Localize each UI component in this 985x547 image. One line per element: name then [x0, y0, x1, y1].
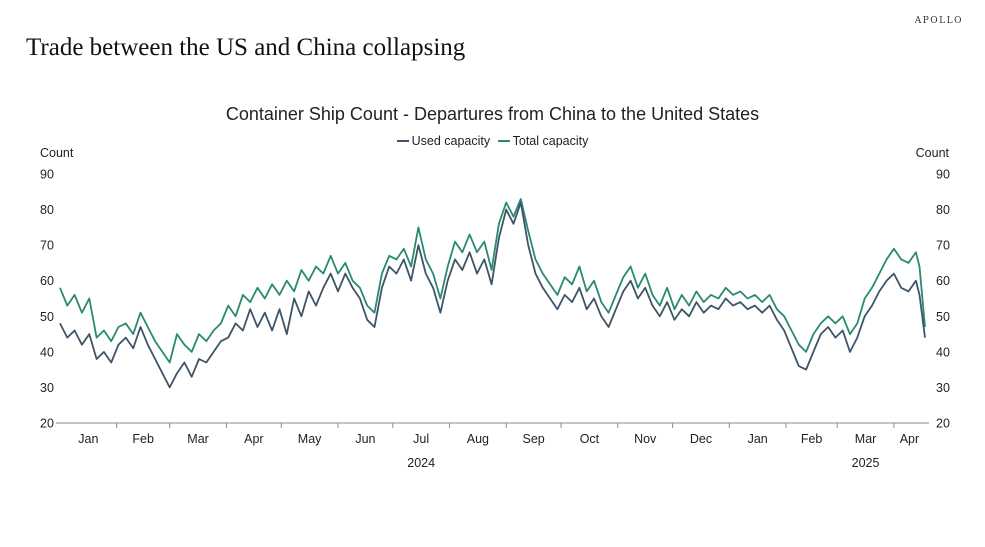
y-tick-label-right: 80: [936, 203, 950, 217]
x-tick-label-month: May: [298, 432, 322, 446]
y-tick-label-right: 30: [936, 381, 950, 395]
legend: Used capacity Total capacity: [0, 131, 985, 148]
chart-title: Container Ship Count - Departures from C…: [225, 104, 760, 124]
x-tick-label-month: Aug: [467, 432, 489, 446]
legend-label-total: Total capacity: [512, 134, 589, 148]
x-tick-label-month: Nov: [634, 432, 657, 446]
x-tick-label-year: 2024: [407, 456, 435, 470]
x-tick-label-year: 2025: [852, 456, 880, 470]
y-tick-label-right: 90: [936, 168, 950, 182]
y-axis-unit-left: Count: [40, 146, 74, 160]
x-tick-label-month: Jan: [78, 432, 98, 446]
brand-logo: APOLLO: [914, 16, 963, 26]
x-tick-label-month: Mar: [855, 432, 877, 446]
y-tick-label-left: 60: [40, 274, 54, 288]
x-tick-label-month: Feb: [132, 432, 154, 446]
legend-swatch-used: [396, 140, 409, 142]
y-tick-label-left: 70: [40, 239, 54, 253]
legend-item-used: Used capacity: [396, 134, 491, 148]
headline: Trade between the US and China collapsin…: [26, 34, 466, 61]
y-tick-label-right: 50: [936, 310, 950, 324]
x-tick-label-month: Apr: [900, 432, 919, 446]
y-tick-label-left: 40: [40, 345, 54, 359]
legend-label-used: Used capacity: [411, 134, 491, 148]
y-axis-unit-right: Count: [915, 146, 949, 160]
legend-item-total: Total capacity: [497, 134, 589, 148]
x-tick-label-month: Dec: [690, 432, 712, 446]
x-tick-label-month: Oct: [580, 432, 600, 446]
y-tick-label-left: 80: [40, 203, 54, 217]
x-tick-label-month: Sep: [523, 432, 545, 446]
y-tick-label-left: 20: [40, 417, 54, 431]
series-line-total-capacity: [59, 198, 926, 364]
x-tick-label-month: Feb: [801, 432, 823, 446]
y-tick-label-left: 50: [40, 310, 54, 324]
x-tick-label-month: Jun: [355, 432, 375, 446]
x-tick-label-month: Apr: [244, 432, 263, 446]
y-tick-label-right: 40: [936, 345, 950, 359]
series-line-used-capacity: [59, 201, 926, 389]
y-tick-label-left: 90: [40, 168, 54, 182]
y-tick-label-right: 20: [936, 417, 950, 431]
x-tick-label-month: Jan: [748, 432, 768, 446]
legend-swatch-total: [497, 140, 510, 142]
x-tick-label-month: Mar: [187, 432, 209, 446]
y-tick-label-right: 70: [936, 239, 950, 253]
x-tick-label-month: Jul: [413, 432, 429, 446]
y-tick-label-right: 60: [936, 274, 950, 288]
y-tick-label-left: 30: [40, 381, 54, 395]
